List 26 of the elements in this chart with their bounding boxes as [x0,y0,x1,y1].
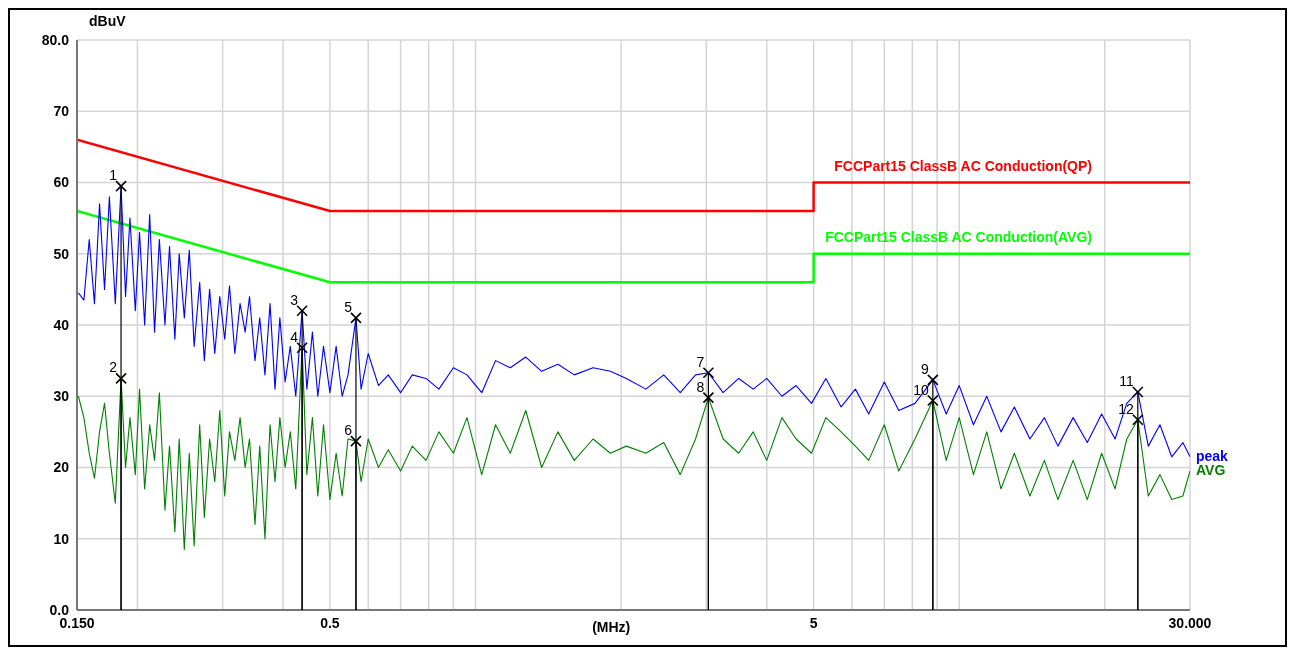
y-tick-label: 70 [53,103,70,120]
annotation: 8 [696,378,705,395]
annotation: 11 [1119,372,1135,389]
y-tick-label: 80.0 [41,31,70,48]
annotation: 3 [290,291,299,308]
y-tick-label: 60 [53,174,70,191]
series-label: peak [1196,447,1229,464]
series-label: FCCPart15 ClassB AC Conduction(QP) [834,157,1092,174]
x-tick-label: 0.5 [320,614,340,631]
series-label: FCCPart15 ClassB AC Conduction(AVG) [825,228,1092,245]
x-tick-label: 5 [809,614,818,631]
annotation: 6 [344,422,353,439]
y-axis-title: dBuV [89,13,127,29]
x-tick-label: 30.000 [1168,614,1212,631]
annotation: 9 [921,360,930,377]
annotation: 4 [290,328,299,345]
annotation: 7 [696,353,705,370]
annotation: 2 [109,359,118,376]
x-axis-title: (MHz) [592,619,631,635]
y-tick-label: 40 [53,316,70,333]
annotation: 1 [109,167,118,184]
y-tick-label: 50 [53,245,70,262]
y-tick-label: 10 [53,530,70,547]
annotation: 5 [344,298,353,315]
y-tick-label: 20 [53,459,70,476]
y-tick-label: 30 [53,388,70,405]
